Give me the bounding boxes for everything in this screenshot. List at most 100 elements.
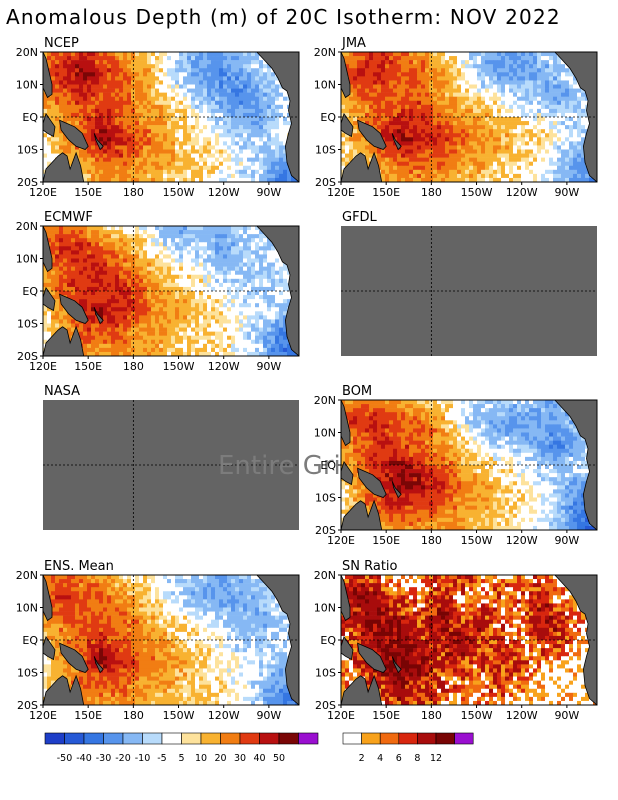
grid-cell bbox=[175, 173, 180, 179]
grid-cell bbox=[159, 92, 164, 97]
grid-cell bbox=[79, 149, 84, 154]
grid-cell bbox=[373, 121, 378, 126]
grid-cell bbox=[457, 137, 462, 142]
grid-cell bbox=[381, 88, 386, 93]
grid-cell bbox=[163, 129, 168, 134]
grid-cell bbox=[501, 112, 506, 118]
grid-cell bbox=[421, 72, 426, 77]
grid-cell bbox=[405, 108, 410, 114]
grid-cell bbox=[199, 84, 204, 89]
grid-cell bbox=[561, 92, 566, 97]
grid-cell bbox=[525, 108, 530, 114]
grid-cell bbox=[437, 68, 442, 73]
grid-cell bbox=[453, 121, 458, 126]
grid-cell bbox=[155, 88, 160, 93]
grid-cell bbox=[183, 108, 188, 114]
grid-cell bbox=[425, 129, 430, 134]
grid-cell bbox=[381, 92, 386, 97]
grid-cell bbox=[255, 177, 260, 182]
grid-cell bbox=[227, 64, 232, 69]
grid-cell bbox=[127, 88, 132, 93]
grid-cell bbox=[151, 64, 156, 69]
grid-cell bbox=[187, 104, 192, 110]
grid-cell bbox=[171, 153, 176, 158]
grid-cell bbox=[393, 68, 398, 73]
grid-cell bbox=[79, 100, 84, 106]
grid-cell bbox=[155, 56, 160, 61]
grid-cell bbox=[377, 72, 382, 77]
grid-cell bbox=[43, 165, 48, 171]
grid-cell bbox=[437, 153, 442, 158]
grid-cell bbox=[67, 117, 72, 122]
grid-cell bbox=[433, 52, 438, 57]
grid-cell bbox=[163, 258, 168, 263]
grid-cell bbox=[63, 108, 68, 114]
grid-cell bbox=[413, 125, 418, 130]
grid-cell bbox=[445, 169, 450, 175]
grid-cell bbox=[139, 274, 144, 280]
grid-cell bbox=[267, 173, 272, 179]
grid-cell bbox=[259, 173, 264, 179]
grid-cell bbox=[271, 88, 276, 93]
grid-cell bbox=[549, 88, 554, 93]
grid-cell bbox=[139, 262, 144, 267]
grid-cell bbox=[87, 133, 92, 138]
grid-cell bbox=[247, 246, 252, 251]
grid-cell bbox=[557, 72, 562, 77]
grid-cell bbox=[573, 125, 578, 130]
grid-cell bbox=[67, 254, 72, 259]
grid-cell bbox=[151, 145, 156, 150]
grid-cell bbox=[577, 108, 582, 114]
grid-cell bbox=[485, 56, 490, 61]
grid-cell bbox=[457, 117, 462, 122]
grid-cell bbox=[195, 64, 200, 69]
grid-cell bbox=[441, 92, 446, 97]
grid-cell bbox=[87, 238, 92, 243]
grid-cell bbox=[247, 76, 252, 81]
grid-cell bbox=[469, 137, 474, 142]
grid-cell bbox=[195, 246, 200, 251]
grid-cell bbox=[51, 141, 56, 146]
grid-cell bbox=[405, 117, 410, 122]
grid-cell bbox=[409, 165, 414, 171]
land-mass bbox=[43, 151, 85, 182]
grid-cell bbox=[461, 165, 466, 171]
grid-cell bbox=[557, 117, 562, 122]
grid-cell bbox=[211, 234, 216, 239]
grid-cell bbox=[275, 169, 280, 175]
grid-cell bbox=[67, 60, 72, 65]
grid-cell bbox=[345, 96, 350, 102]
grid-cell bbox=[279, 173, 284, 179]
grid-cell bbox=[147, 88, 152, 93]
grid-cell bbox=[239, 165, 244, 171]
grid-cell bbox=[175, 76, 180, 81]
grid-cell bbox=[207, 96, 212, 102]
grid-cell bbox=[167, 177, 172, 182]
grid-cell bbox=[59, 60, 64, 65]
grid-cell bbox=[111, 108, 116, 114]
grid-cell bbox=[497, 161, 502, 167]
grid-cell bbox=[509, 80, 514, 85]
grid-cell bbox=[219, 270, 224, 276]
grid-cell bbox=[171, 84, 176, 89]
grid-cell bbox=[275, 266, 280, 271]
grid-cell bbox=[163, 125, 168, 130]
grid-cell bbox=[377, 161, 382, 167]
grid-cell bbox=[457, 161, 462, 167]
grid-cell bbox=[175, 80, 180, 85]
grid-cell bbox=[211, 246, 216, 251]
grid-cell bbox=[107, 125, 112, 130]
grid-cell bbox=[553, 141, 558, 146]
grid-cell bbox=[75, 100, 80, 106]
grid-cell bbox=[135, 72, 140, 77]
grid-cell bbox=[489, 84, 494, 89]
grid-cell bbox=[521, 96, 526, 102]
grid-cell bbox=[223, 117, 228, 122]
grid-cell bbox=[449, 104, 454, 110]
grid-cell bbox=[405, 125, 410, 130]
grid-cell bbox=[211, 250, 216, 255]
grid-cell bbox=[147, 96, 152, 102]
grid-cell bbox=[227, 246, 232, 251]
grid-cell bbox=[263, 254, 268, 259]
grid-cell bbox=[537, 76, 542, 81]
